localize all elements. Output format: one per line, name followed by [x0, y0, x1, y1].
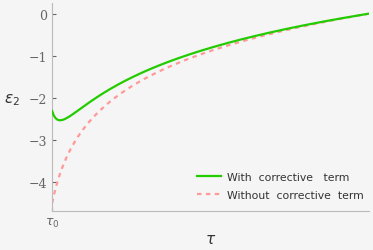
With  corrective   term [289, 27, 293, 30]
With  corrective   term [194, 52, 198, 54]
Without  corrective  term [193, 56, 198, 58]
Y-axis label: $\epsilon_2$: $\epsilon_2$ [4, 92, 20, 108]
Without  corrective  term [106, 102, 110, 105]
Without  corrective  term [261, 35, 266, 38]
Without  corrective  term [367, 13, 371, 16]
With  corrective   term [262, 33, 266, 36]
Without  corrective  term [288, 28, 293, 32]
With  corrective   term [132, 76, 137, 78]
X-axis label: $\tau$: $\tau$ [205, 231, 216, 246]
With  corrective   term [237, 39, 242, 42]
With  corrective   term [106, 89, 111, 92]
Line: Without  corrective  term: Without corrective term [52, 15, 369, 203]
With  corrective   term [58, 119, 62, 122]
Legend: With  corrective   term, Without  corrective  term: With corrective term, Without corrective… [197, 172, 363, 200]
Without  corrective  term [50, 202, 54, 205]
With  corrective   term [367, 13, 371, 16]
Without  corrective  term [236, 42, 241, 44]
With  corrective   term [50, 110, 54, 113]
Line: With  corrective   term: With corrective term [52, 15, 369, 121]
Without  corrective  term [131, 84, 136, 87]
